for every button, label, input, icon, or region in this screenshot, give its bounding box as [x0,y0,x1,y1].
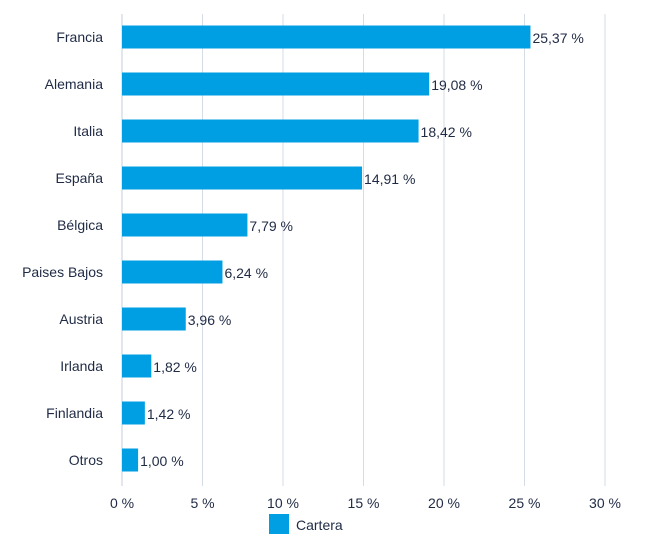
data-label-1: 19,08 % [431,77,482,93]
category-label-8: Finlandia [46,405,103,421]
x-tick-label-4: 20 % [428,495,460,511]
data-label-3: 14,91 % [364,171,415,187]
category-label-5: Paises Bajos [22,264,103,280]
bar-2 [122,119,419,143]
bar-8 [122,401,145,425]
bar-0 [122,25,531,49]
category-label-3: España [56,170,104,186]
bar-6 [122,307,186,331]
data-label-5: 6,24 % [224,265,268,281]
data-label-8: 1,42 % [147,406,191,422]
x-tick-label-5: 25 % [509,495,541,511]
legend-swatch-cartera [269,514,289,534]
data-label-2: 18,42 % [421,124,472,140]
labels-layer: Francia 25,37 % Alemania 19,08 % Italia 18,42… [22,29,584,469]
bar-7 [122,354,152,378]
x-tick-label-3: 15 % [348,495,380,511]
data-label-4: 7,79 % [249,218,293,234]
legend: Cartera [269,514,343,534]
bar-9 [122,448,139,472]
category-label-9: Otros [69,452,103,468]
bar-4 [122,213,248,237]
data-label-0: 25,37 % [532,30,583,46]
data-label-9: 1,00 % [140,453,184,469]
category-label-7: Irlanda [60,358,103,374]
x-tick-label-6: 30 % [589,495,621,511]
data-label-6: 3,96 % [188,312,232,328]
bars-layer [122,25,531,472]
category-label-2: Italia [73,123,103,139]
x-tick-label-1: 5 % [190,495,214,511]
legend-label-cartera: Cartera [296,517,343,533]
category-label-4: Bélgica [57,217,103,233]
category-label-0: Francia [56,29,103,45]
bar-3 [122,166,363,190]
x-tick-label-0: 0 % [110,495,134,511]
bar-1 [122,72,430,96]
x-tick-label-2: 10 % [267,495,299,511]
bar-5 [122,260,223,284]
data-label-7: 1,82 % [153,359,197,375]
x-axis-ticks: 0 % 5 % 10 % 15 % 20 % 25 % 30 % [110,495,621,511]
category-label-1: Alemania [45,76,104,92]
category-label-6: Austria [59,311,103,327]
